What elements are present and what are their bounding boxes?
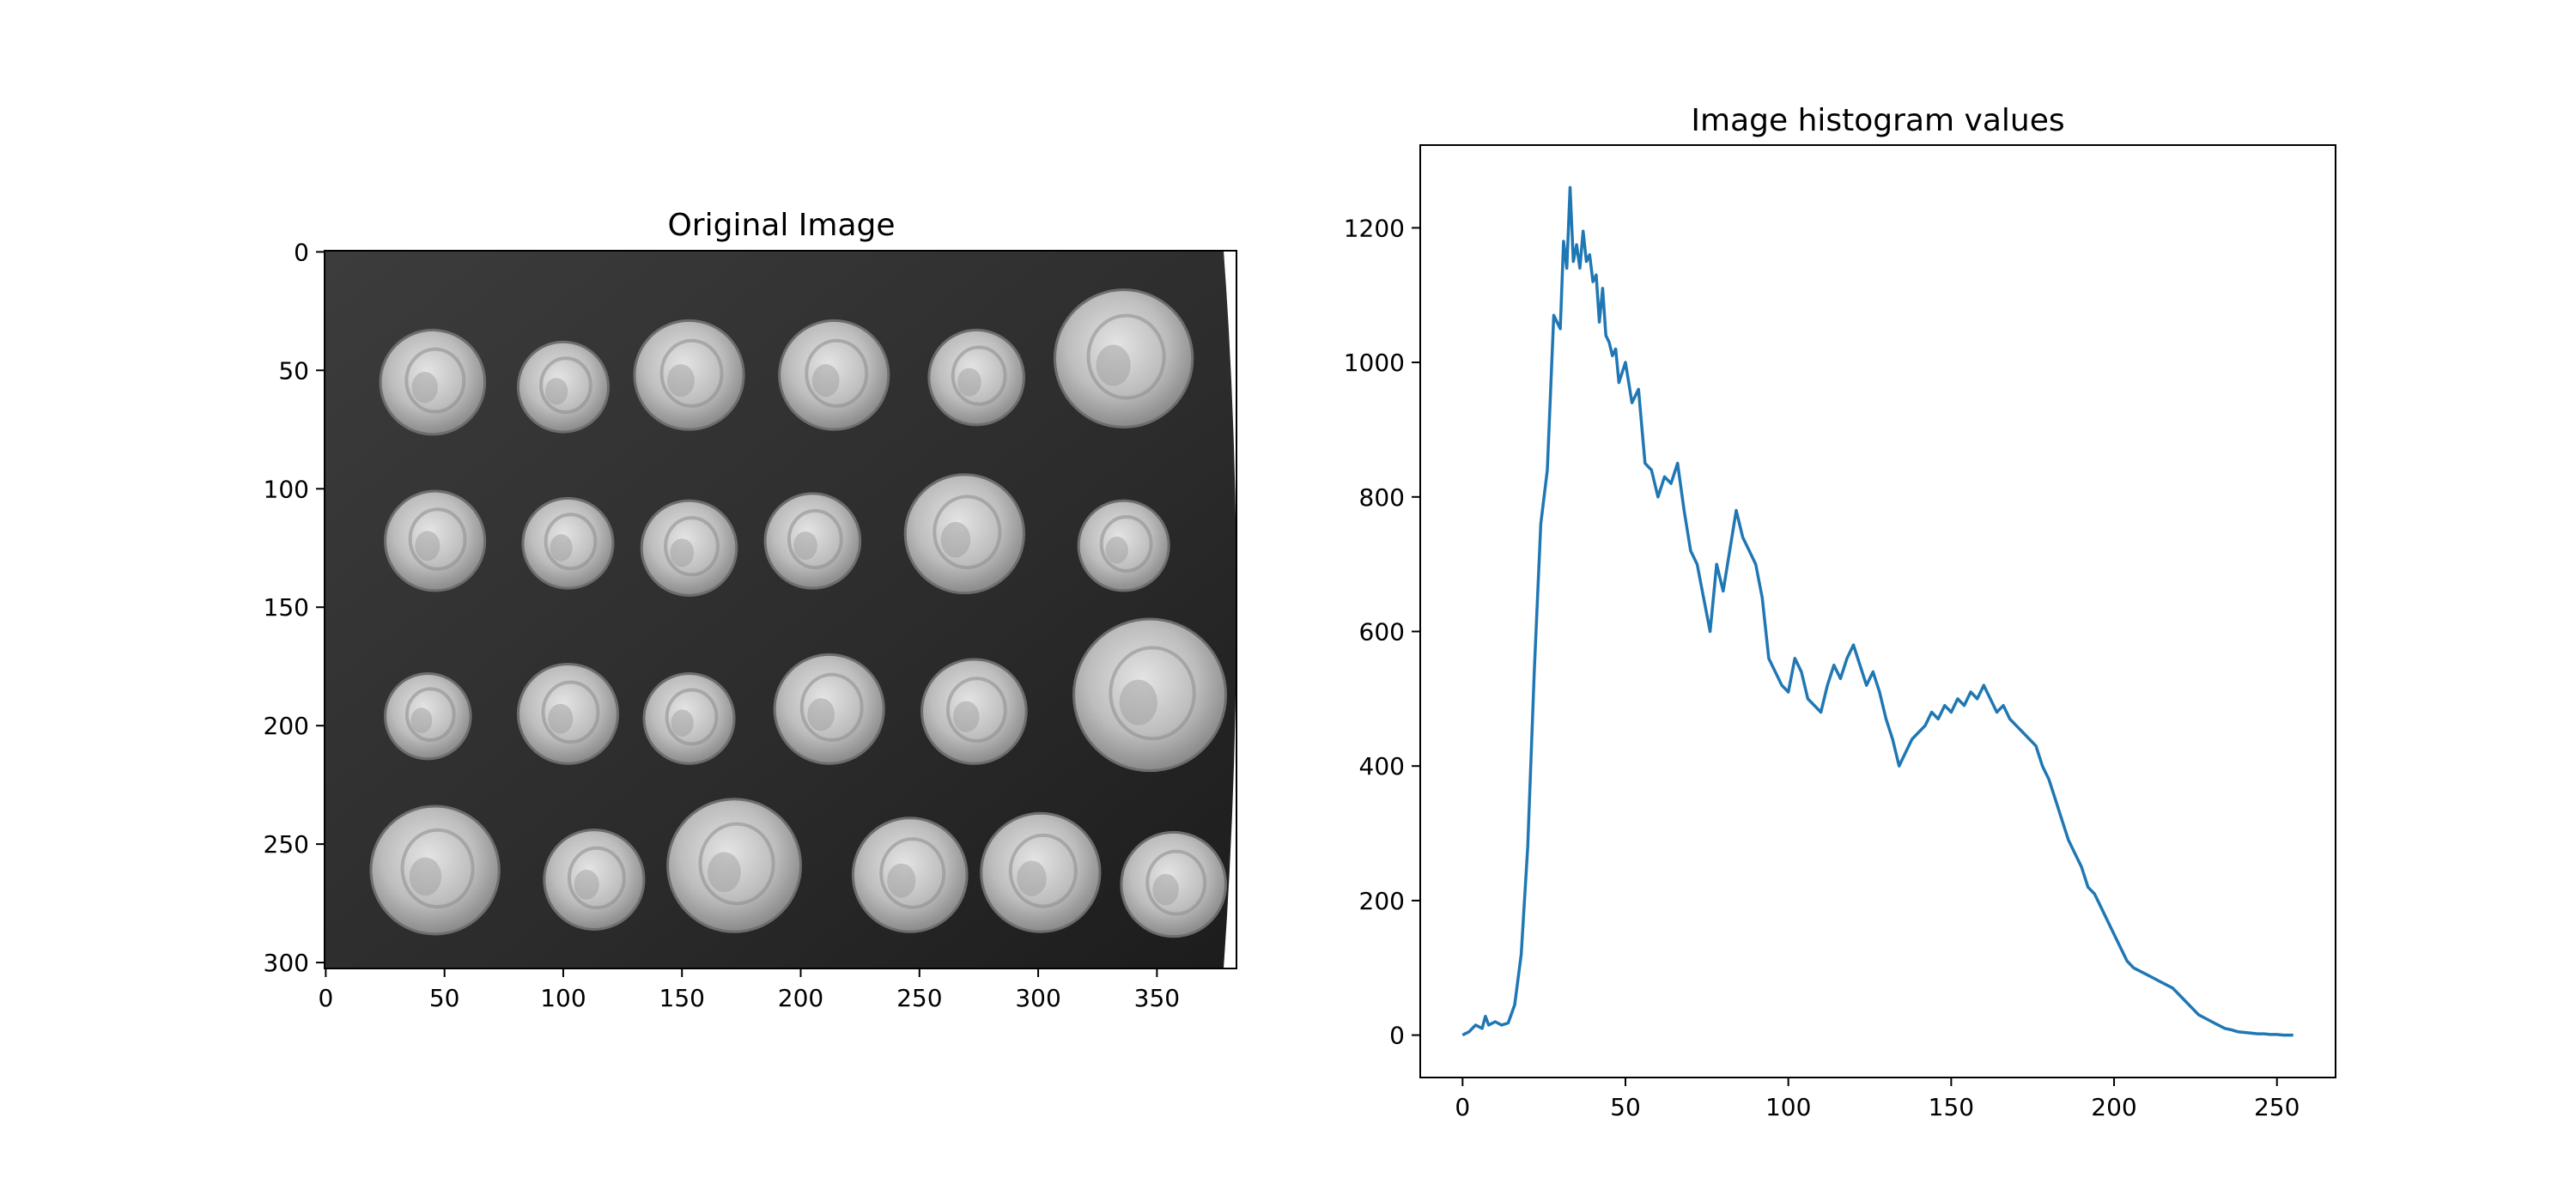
image-y-tick-label: 50 [278,356,309,385]
image-y-tick-label: 250 [264,830,309,859]
histogram-panel: Image histogram values 0 50 100 150 200 250 0… [1344,103,2336,1121]
coin [1120,830,1228,938]
histogram-y-axis: 0 200 400 600 800 1000 1200 [1344,214,1420,1050]
image-panel-title: Original Image [667,208,895,243]
image-x-tick-label: 300 [1015,984,1060,1012]
histogram-y-tick-label: 800 [1359,483,1405,512]
histogram-x-tick-label: 250 [2254,1093,2300,1121]
histogram-x-tick-label: 150 [1929,1093,1974,1121]
histogram-x-tick-label: 100 [1765,1093,1811,1121]
coin [980,811,1102,933]
coins-group [369,288,1228,938]
image-y-tick-label: 300 [264,949,309,977]
coin [1053,288,1194,429]
image-panel: Original Image 0 50 100 150 200 250 300 350 0 50… [264,208,1237,1012]
histogram-series-line [1461,185,2293,1037]
coin [633,319,745,431]
coin [384,489,487,592]
histogram-y-tick-label: 1000 [1344,349,1405,377]
histogram-y-tick-label: 400 [1359,752,1405,780]
histogram-y-tick-label: 600 [1359,618,1405,647]
coin [543,829,646,931]
coin [920,658,1028,765]
image-x-tick-label: 50 [429,984,460,1012]
histogram-axes-frame [1419,144,2336,1078]
image-x-tick-label: 0 [318,984,333,1012]
image-y-tick-label: 0 [294,238,309,266]
coin-image [325,251,1236,968]
image-axes-frame [324,250,1237,969]
coin [384,671,472,761]
histogram-y-tick-label: 1200 [1344,214,1405,242]
image-y-tick-label: 200 [264,712,309,740]
coin [1077,499,1170,592]
coin [521,496,615,590]
coin [379,328,487,436]
coin [666,798,803,933]
coin [640,499,738,597]
histogram-x-tick-label: 50 [1610,1093,1641,1121]
coin [642,671,736,765]
histogram-y-tick-label: 0 [1389,1022,1405,1050]
image-x-tick-label: 150 [659,984,705,1012]
image-y-tick-label: 100 [264,475,309,503]
coin [763,492,862,590]
image-y-tick-label: 150 [264,593,309,622]
image-x-tick-label: 250 [896,984,942,1012]
image-x-tick-label: 200 [778,984,823,1012]
histogram-x-tick-label: 200 [2091,1093,2136,1121]
image-x-tick-label: 100 [540,984,586,1012]
coin [1072,617,1228,773]
coin [778,319,890,431]
image-x-tick-label: 350 [1134,984,1180,1012]
histogram-x-tick-label: 0 [1455,1093,1470,1121]
coin [773,653,885,765]
histogram-title: Image histogram values [1691,103,2064,138]
coin [903,473,1025,595]
coin [851,817,969,933]
coin [927,328,1025,427]
coin [516,340,610,434]
coin [369,804,501,936]
image-y-axis: 0 50 100 150 200 250 300 [264,238,325,977]
histogram-y-tick-label: 200 [1359,887,1405,915]
image-x-axis: 0 50 100 150 200 250 300 350 [318,968,1180,1012]
histogram-x-axis: 0 50 100 150 200 250 [1455,1078,2300,1121]
coin [516,662,620,765]
